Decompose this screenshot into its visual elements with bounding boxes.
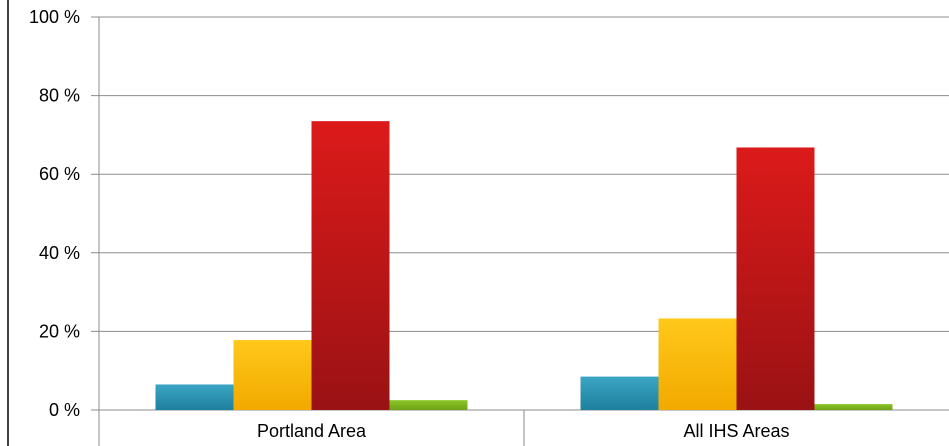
gridlines (91, 16, 949, 446)
bar-all-ihs-areas-series-4 (814, 404, 893, 410)
y-tick-label: 80 % (39, 86, 80, 106)
bars (155, 121, 893, 411)
bar-all-ihs-areas-series-2 (658, 318, 737, 410)
y-tick-label: 40 % (39, 243, 80, 263)
x-category-labels: Portland Area All IHS Areas (257, 410, 790, 446)
bar-portland-area-series-2 (233, 340, 312, 410)
bar-all-ihs-areas-series-1 (580, 376, 659, 410)
bar-portland-area-series-4 (389, 400, 468, 410)
y-tick-label: 0 % (49, 400, 80, 420)
y-tick-labels: 0 % 20 % 40 % 60 % 80 % 100 % (29, 7, 80, 420)
bar-portland-area-series-1 (155, 384, 234, 410)
x-category-label: All IHS Areas (683, 421, 789, 441)
x-category-label: Portland Area (257, 421, 367, 441)
y-tick-label: 100 % (29, 7, 80, 27)
y-tick-label: 60 % (39, 164, 80, 184)
bar-all-ihs-areas-series-3 (736, 147, 815, 410)
y-tick-label: 20 % (39, 321, 80, 341)
bar-portland-area-series-3 (311, 121, 390, 411)
